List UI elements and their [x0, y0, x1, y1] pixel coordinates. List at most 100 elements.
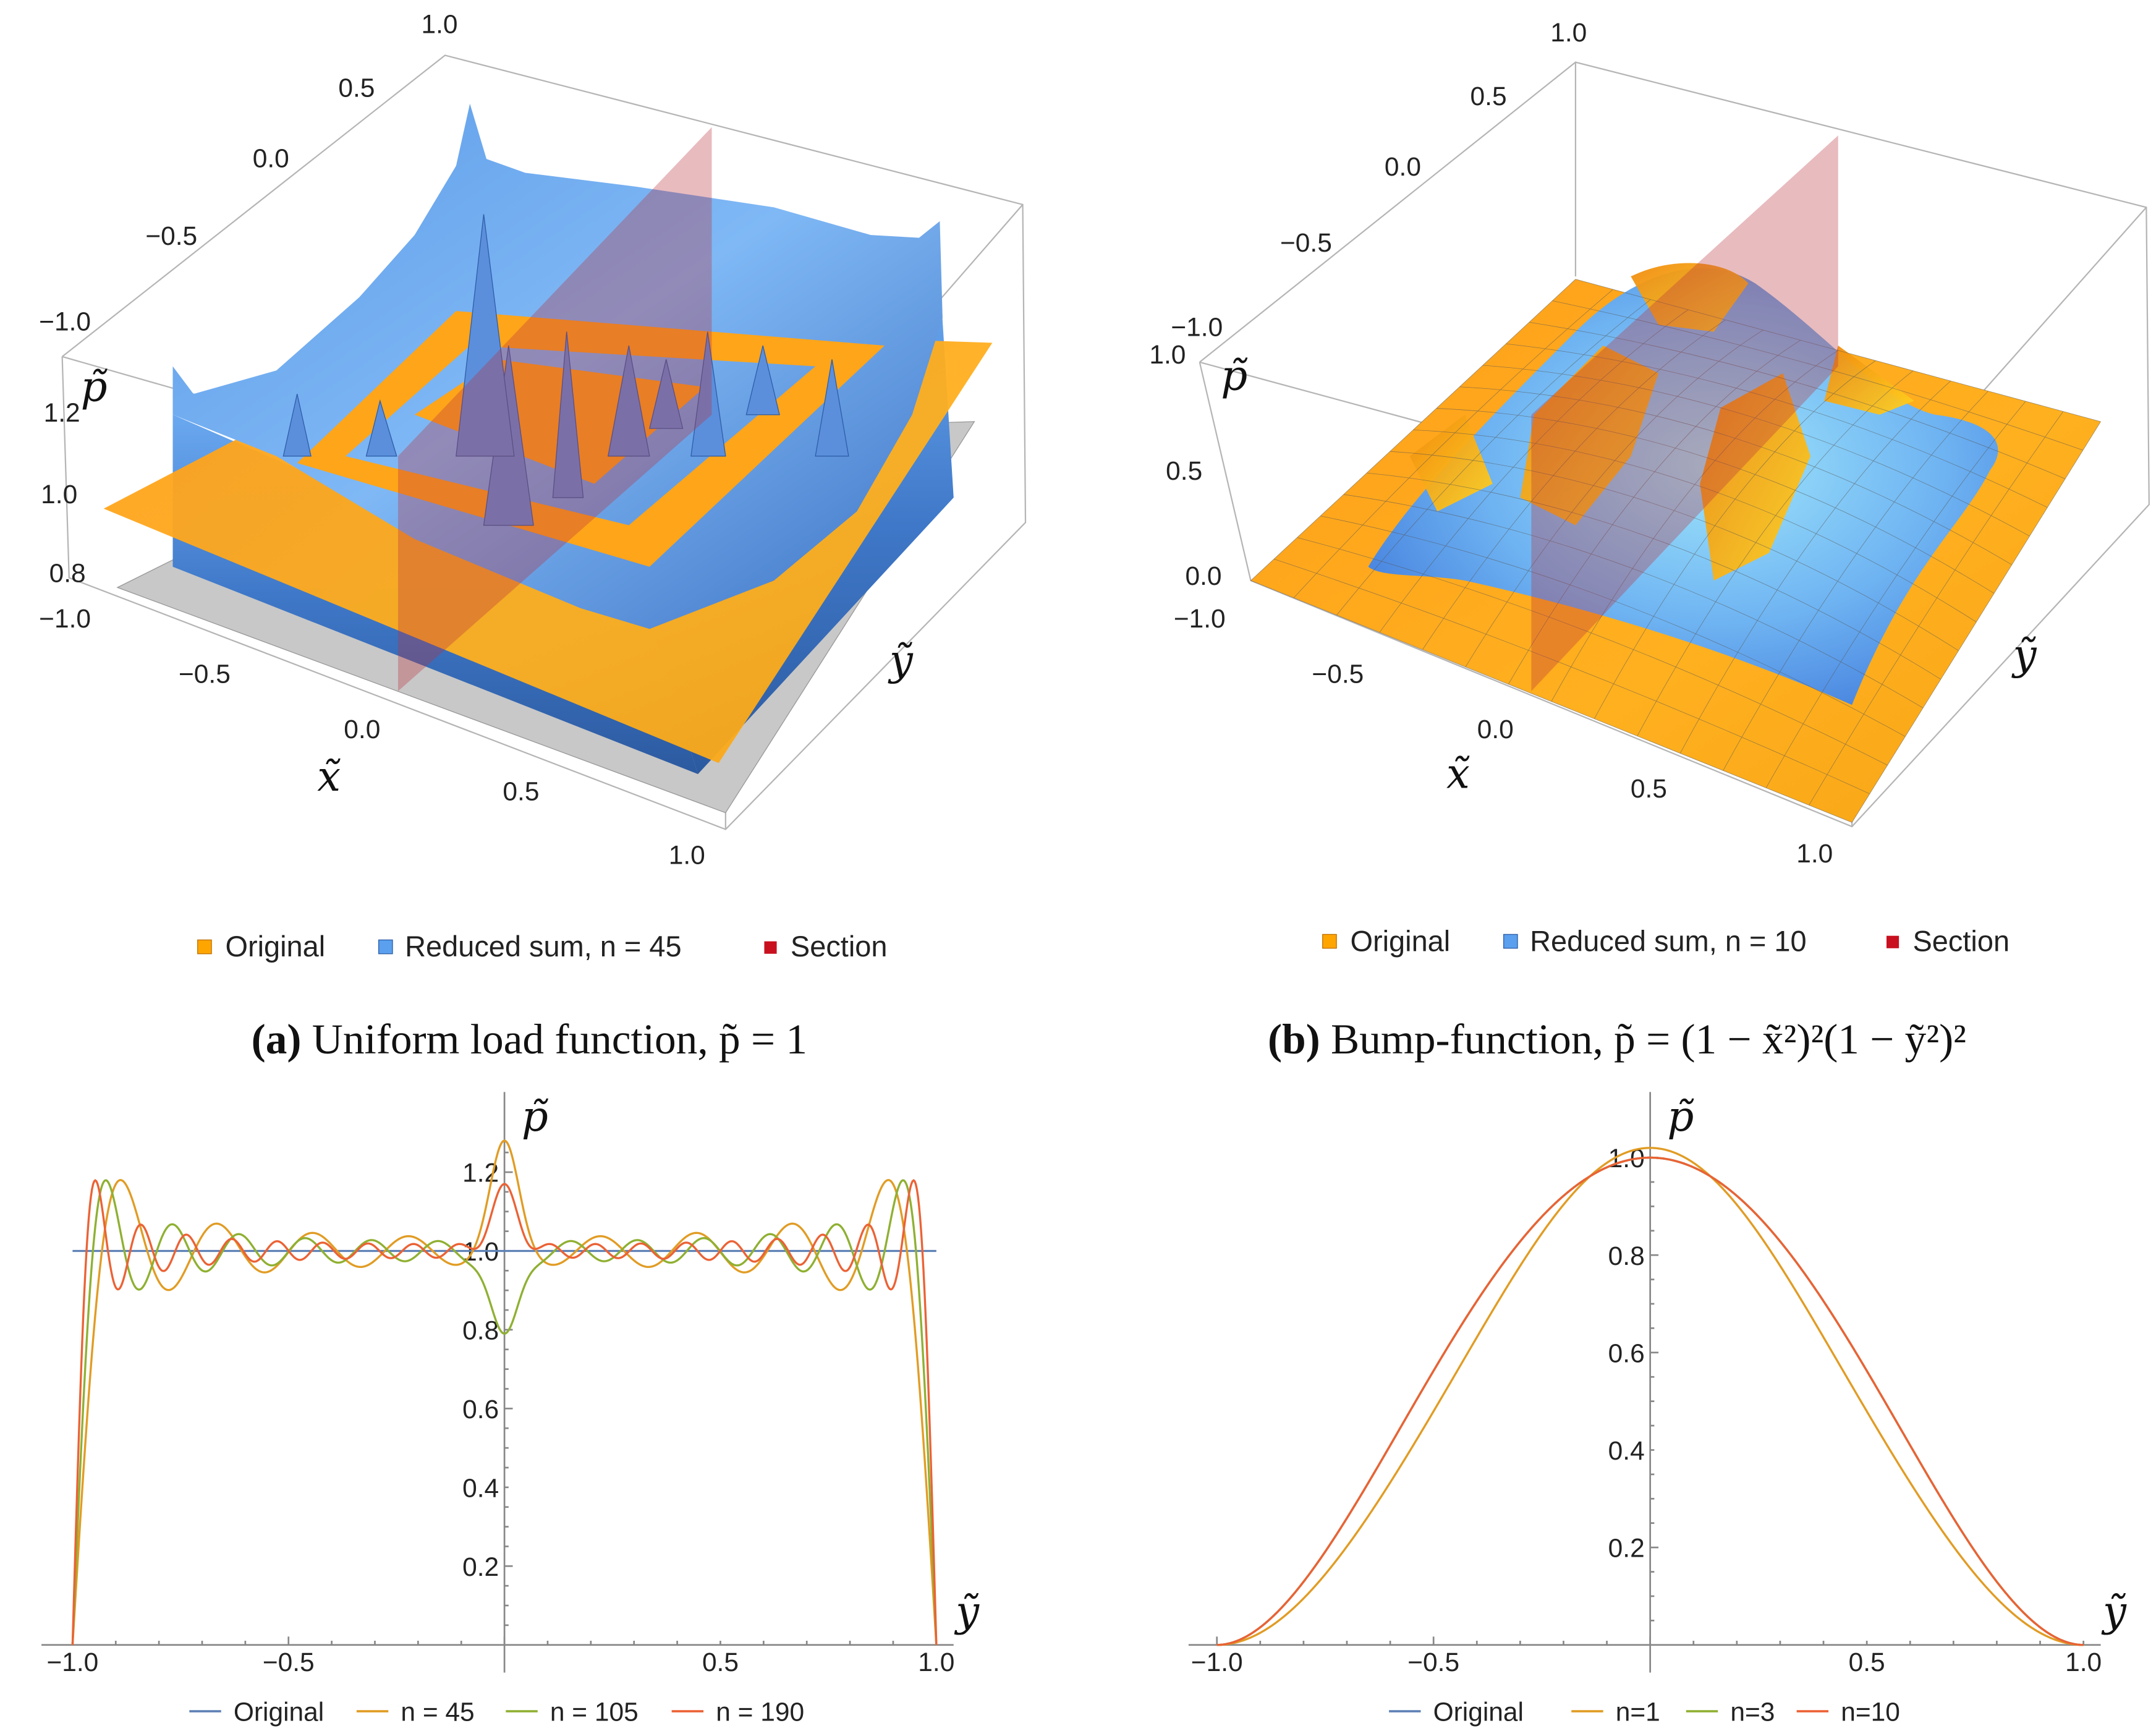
y-tick-label: 0.2	[462, 1553, 499, 1582]
mesh-line	[1297, 537, 1888, 766]
legend-label: n=3	[1730, 1698, 1775, 1727]
panel-a-caption: (a) Uniform load function, p̃ = 1	[252, 1015, 807, 1063]
mesh-line	[1482, 365, 2030, 537]
y-tick-label: 0.6	[462, 1395, 499, 1424]
mesh-line	[1336, 299, 1651, 616]
panel-a-peaks	[282, 214, 849, 526]
mesh-line	[1637, 370, 1914, 736]
mesh-line	[1343, 494, 1924, 708]
y-tick: −0.5	[1280, 229, 1332, 258]
x-tick: 0.0	[344, 715, 380, 744]
x-axis-label: ỹ	[2101, 1587, 2127, 1635]
x-axis-label: ỹ	[954, 1587, 980, 1635]
caption-label: (b)	[1268, 1015, 1320, 1063]
panel-b-y-ticks: −1.0 −0.5 0.0 0.5 1.0	[1171, 19, 1587, 342]
legend-swatch-original	[1322, 934, 1337, 949]
legend-label: Reduced sum, n = 10	[1530, 924, 1807, 957]
mesh-line	[1459, 386, 2013, 565]
panel-a-reduced-sum-surface	[172, 103, 943, 629]
mesh-line	[1679, 380, 1951, 754]
panel-b-orange-patches	[1409, 263, 1914, 581]
mesh-line	[1551, 350, 1838, 702]
y-tick: −1.0	[39, 307, 91, 336]
mesh-line	[1575, 279, 2101, 422]
x-tick: 1.0	[1796, 840, 1833, 869]
panel-b-z-ticks: 1.0 0.5 0.0	[1149, 341, 1221, 591]
y-tick: 0.0	[1385, 153, 1421, 182]
z-tick: 0.0	[1185, 562, 1221, 591]
panel-a-section-plane	[397, 127, 712, 691]
z-axis-label: p̃	[1221, 352, 1248, 400]
mesh-line	[1529, 321, 2066, 479]
mesh-line	[1422, 320, 1726, 650]
y-axis-label: p̃	[522, 1092, 549, 1141]
z-tick: 1.0	[1149, 341, 1186, 370]
legend-label: n = 190	[716, 1698, 804, 1727]
legend-label: Original	[1350, 924, 1450, 957]
mesh-line	[1851, 421, 2101, 823]
panel-a-y-ticks: −1.0 −0.5 0.0 0.5 1.0	[39, 11, 457, 337]
uniform-section-chart: −1.0 −0.5 0.5 1.00.20.40.60.81.01.2p̃ỹOrigi…	[41, 1092, 980, 1727]
series-line-n-105	[71, 1179, 938, 1645]
panel-b-caption: (b) Bump-function, p̃ = (1 − x̃²)²(1 − ỹ…	[1268, 1015, 1966, 1063]
mesh-line	[1465, 330, 1763, 668]
y-tick: 0.0	[253, 145, 289, 174]
x-tick: 1.0	[669, 841, 705, 870]
mesh-line	[1436, 408, 1995, 594]
mesh-line	[1379, 309, 1689, 633]
x-tick: 0.0	[1477, 715, 1514, 744]
x-tick: −0.5	[1312, 660, 1364, 689]
panel-a-x-ticks: −1.0 −0.5 0.0 0.5 1.0	[39, 605, 705, 870]
x-tick-label: −0.5	[1407, 1648, 1459, 1677]
panel-a-3d-plot: 1.2 1.0 0.8 −1.0 −0.5 0.0 0.5 1.0 −1.0 −…	[39, 11, 1027, 1063]
x-tick-label: 0.5	[702, 1648, 739, 1677]
caption-label: (a)	[252, 1015, 302, 1063]
y-axis-label: p̃	[1667, 1092, 1694, 1141]
y-tick: 1.0	[1550, 19, 1587, 48]
legend-label: n=10	[1841, 1698, 1900, 1727]
panel-a-legend: Original Reduced sum, n = 45 Section	[197, 930, 888, 963]
series-line-n-10	[1216, 1156, 2084, 1646]
x-tick: 0.5	[1631, 775, 1667, 804]
legend-label: n = 105	[550, 1698, 639, 1727]
z-tick: 0.8	[49, 559, 86, 588]
y-axis-label: ỹ	[888, 636, 914, 684]
x-tick: 0.5	[503, 778, 539, 807]
panel-b-3d-plot: 1.0 0.5 0.0 −1.0 −0.5 0.0 0.5 1.0 −1.0 −…	[1149, 19, 2150, 1063]
legend-label: Reduced sum, n = 45	[405, 930, 682, 963]
y-tick: 1.0	[421, 11, 457, 40]
x-tick-label: −0.5	[263, 1648, 315, 1677]
legend-label: Original	[234, 1698, 324, 1727]
y-tick: 0.5	[1471, 82, 1507, 111]
legend-swatch-reduced-sum	[378, 939, 393, 955]
legend-swatch-original	[197, 939, 212, 955]
panel-b-section-plane	[1531, 135, 1838, 691]
mesh-line	[1506, 343, 2048, 508]
y-tick-label: 0.8	[1608, 1242, 1645, 1271]
legend-label: Original	[1433, 1698, 1524, 1727]
y-tick-label: 0.2	[1608, 1534, 1645, 1563]
legend-label: Section	[791, 930, 888, 963]
x-tick-label: 1.0	[918, 1648, 954, 1677]
mesh-line	[1273, 558, 1870, 794]
legend-swatch-reduced-sum	[1503, 934, 1518, 949]
mesh-line	[1594, 360, 1876, 719]
z-tick: 1.0	[41, 480, 77, 509]
x-tick-label: 0.5	[1849, 1648, 1885, 1677]
legend-swatch-section	[1886, 935, 1899, 948]
series-line-n-1	[1216, 1147, 2084, 1646]
series-line-n-190	[71, 1179, 938, 1645]
panel-a-z-ticks: 1.2 1.0 0.8	[41, 399, 85, 588]
y-tick-label: 0.4	[1608, 1437, 1645, 1466]
panel-b-mesh	[1250, 279, 2101, 823]
y-tick-label: 0.8	[462, 1317, 499, 1346]
bump-section-chart: −1.0 −0.5 0.5 1.00.20.40.60.81.0p̃ỹOriginal…	[1188, 1092, 2127, 1727]
x-tick-label: 1.0	[2065, 1648, 2102, 1677]
panel-b-x-ticks: −1.0 −0.5 0.0 0.5 1.0	[1174, 605, 1833, 869]
panel-b-legend: Original Reduced sum, n = 10 Section	[1322, 924, 2010, 957]
mesh-line	[1320, 516, 1906, 737]
caption-text: Uniform load function, p̃ = 1	[312, 1015, 807, 1063]
legend-swatch-section	[764, 941, 777, 954]
series-line-n-45	[71, 1139, 938, 1645]
